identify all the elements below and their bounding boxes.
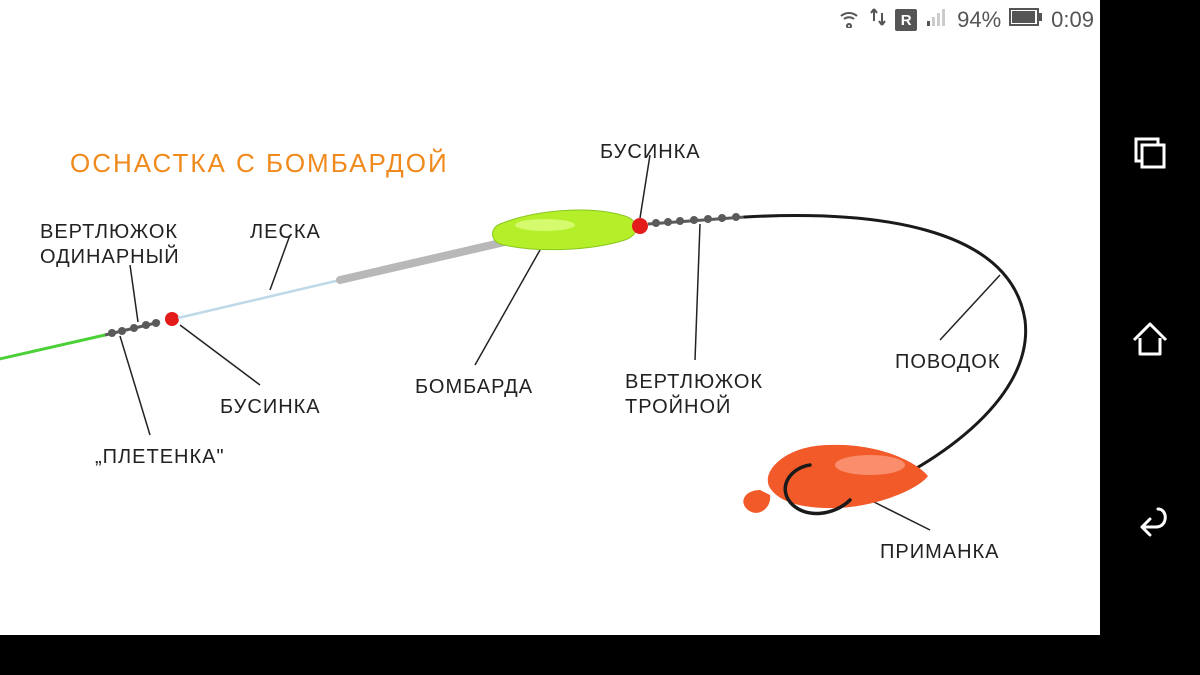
diagram-canvas: ОСНАСТКА С БОМБАРДОЙ БУСИНКА ВЕРТЛЮЖОК О… bbox=[0, 40, 1100, 635]
clock: 0:09 bbox=[1051, 7, 1094, 33]
label-lure: ПРИМАНКА bbox=[880, 540, 1000, 565]
diagram-title: ОСНАСТКА С БОМБАРДОЙ bbox=[70, 148, 449, 179]
data-swap-icon bbox=[869, 6, 887, 34]
label-bead-top: БУСИНКА bbox=[600, 140, 701, 165]
back-icon[interactable] bbox=[1128, 501, 1172, 545]
roaming-badge: R bbox=[895, 9, 917, 31]
label-swivel-single: ВЕРТЛЮЖОК ОДИНАРНЫЙ bbox=[40, 220, 180, 270]
label-swivel-triple: ВЕРТЛЮЖОК ТРОЙНОЙ bbox=[625, 370, 763, 420]
label-bombarda: БОМБАРДА bbox=[415, 375, 533, 400]
signal-icon bbox=[925, 6, 949, 34]
phone-screen: R 94% 0:09 ОСНАСТКА С БОМБАРДОЙ БУСИНКА … bbox=[0, 0, 1100, 675]
android-nav-bar bbox=[1100, 0, 1200, 675]
battery-percent: 94% bbox=[957, 7, 1001, 33]
home-icon[interactable] bbox=[1128, 316, 1172, 360]
label-leader: ПОВОДОК bbox=[895, 350, 1000, 375]
status-bar: R 94% 0:09 bbox=[0, 0, 1100, 40]
label-bead-bottom: БУСИНКА bbox=[220, 395, 321, 420]
recent-apps-icon[interactable] bbox=[1128, 131, 1172, 175]
label-line: ЛЕСКА bbox=[250, 220, 321, 245]
wifi-icon bbox=[837, 6, 861, 34]
battery-icon bbox=[1009, 7, 1043, 33]
label-braid: „ПЛЕТЕНКА" bbox=[95, 445, 225, 470]
